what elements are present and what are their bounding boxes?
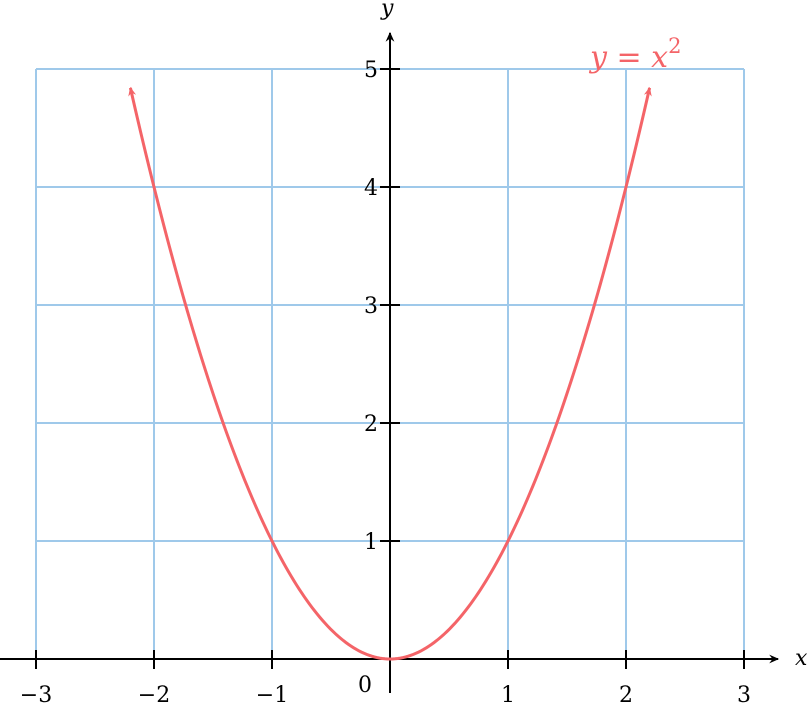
curve-annotation: y = x2 bbox=[588, 34, 681, 75]
y-tick-label: 5 bbox=[364, 58, 378, 83]
origin-label: 0 bbox=[358, 673, 372, 698]
annotation-sup: 2 bbox=[668, 34, 681, 58]
x-tick-label: −2 bbox=[138, 683, 170, 705]
x-tick-label: 2 bbox=[619, 683, 633, 705]
x-axis-label: x bbox=[795, 646, 808, 671]
ticks: −3 −2 −1 1 2 3 1 2 3 4 5 bbox=[20, 58, 751, 705]
series-line-y-equals-x-squared bbox=[128, 86, 652, 661]
x-tick-label: 1 bbox=[501, 683, 515, 705]
x-tick-label: −1 bbox=[256, 683, 288, 705]
x-tick-label: 3 bbox=[737, 683, 751, 705]
x-tick-label: −3 bbox=[20, 683, 52, 705]
y-axis-label: y bbox=[380, 0, 394, 21]
annotation-base: y = x bbox=[588, 40, 668, 75]
axes bbox=[0, 31, 780, 693]
y-tick-label: 4 bbox=[364, 176, 378, 201]
y-tick-label: 1 bbox=[364, 530, 378, 555]
y-tick-label: 3 bbox=[364, 294, 378, 319]
y-tick-label: 2 bbox=[364, 412, 378, 437]
